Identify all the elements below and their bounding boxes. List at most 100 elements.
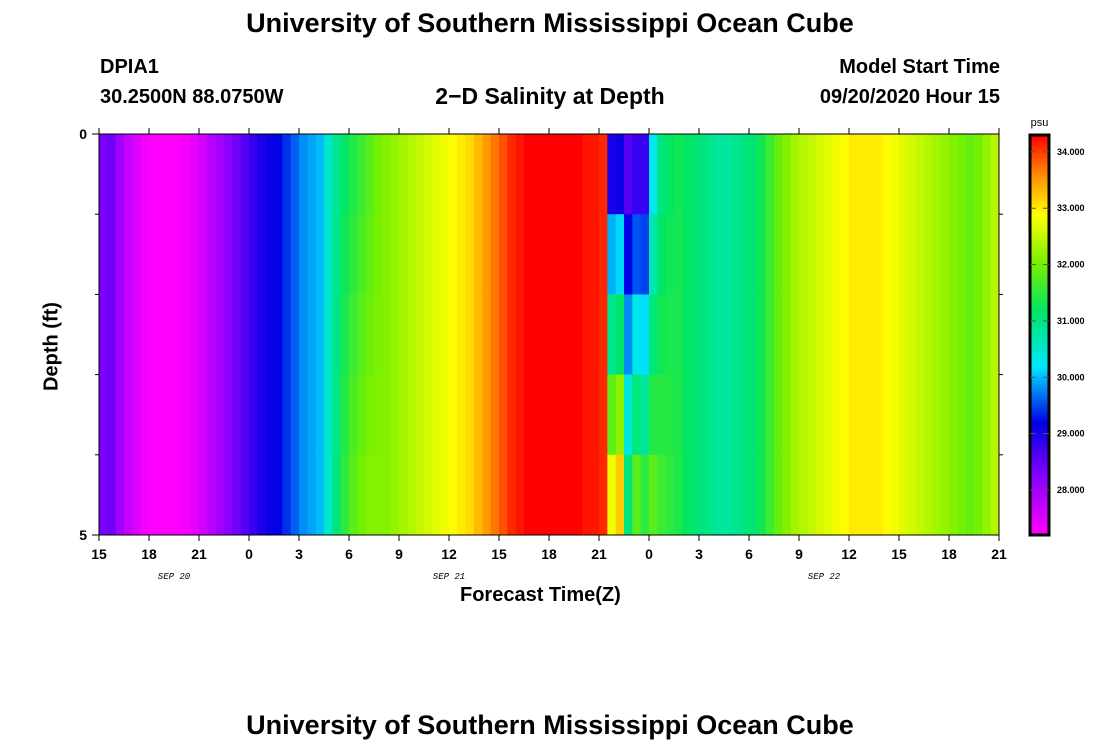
heatmap-cell: [515, 454, 525, 536]
heatmap-cell: [224, 294, 233, 375]
heatmap-cell: [507, 134, 517, 215]
heatmap-cell: [349, 134, 358, 215]
heatmap-cell: [582, 214, 592, 295]
heatmap-cell: [699, 214, 708, 295]
heatmap-cell: [832, 374, 842, 456]
heatmap-cell: [557, 294, 567, 375]
heatmap-cell: [215, 454, 225, 536]
heatmap-cell: [390, 214, 400, 295]
date-label: SEP 20: [158, 572, 191, 582]
heatmap-cell: [382, 374, 392, 456]
heatmap-cell: [557, 134, 567, 215]
heatmap-cell: [457, 374, 467, 456]
heatmap-cell: [599, 134, 608, 215]
heatmap-cell: [599, 294, 608, 375]
heatmap-cell: [740, 134, 750, 215]
heatmap-cell: [190, 454, 200, 536]
heatmap-cell: [307, 374, 317, 456]
colorbar-tick-label: 30.000: [1057, 372, 1085, 382]
heatmap-cell: [474, 374, 483, 456]
heatmap-cell: [465, 374, 475, 456]
heatmap-cell: [174, 134, 183, 215]
heatmap-cell: [932, 294, 942, 375]
heatmap-cell: [324, 214, 333, 295]
station-coordinates: 30.2500N 88.0750W: [100, 86, 284, 108]
heatmap-cell: [507, 214, 517, 295]
heatmap-cell: [782, 374, 792, 456]
heatmap-cell: [982, 454, 992, 536]
heatmap-cell: [932, 374, 942, 456]
x-tick-label: 18: [941, 546, 957, 562]
heatmap-cell: [524, 214, 533, 295]
heatmap-cell: [657, 214, 667, 295]
heatmap-cell: [865, 214, 875, 295]
x-tick-label: 6: [745, 546, 753, 562]
x-tick-label: 3: [695, 546, 703, 562]
heatmap-cell: [382, 214, 392, 295]
heatmap-cell: [207, 214, 217, 295]
heatmap-cell: [832, 294, 842, 375]
heatmap-cell: [157, 134, 167, 215]
heatmap-cell: [440, 374, 450, 456]
heatmap-cell: [140, 214, 150, 295]
heatmap-cell: [165, 374, 175, 456]
heatmap-cell: [315, 454, 325, 536]
heatmap-cell: [590, 134, 600, 215]
heatmap-cell: [240, 134, 250, 215]
heatmap-cell: [132, 214, 142, 295]
heatmap-cell: [257, 374, 267, 456]
heatmap-cell: [182, 374, 192, 456]
heatmap-cell: [599, 374, 608, 456]
heatmap-cell: [765, 134, 775, 215]
heatmap-cell: [974, 454, 983, 536]
heatmap-cell: [715, 134, 725, 215]
heatmap-cell: [349, 294, 358, 375]
colorbar-tick-label: 31.000: [1057, 316, 1085, 326]
heatmap-cell: [724, 134, 733, 215]
heatmap-cell: [332, 294, 342, 375]
heatmap-cell: [940, 214, 950, 295]
heatmap-cell: [690, 294, 700, 375]
heatmap-cell: [740, 214, 750, 295]
heatmap-cell: [965, 214, 975, 295]
heatmap-cell: [957, 134, 967, 215]
heatmap-cell: [715, 374, 725, 456]
heatmap-cell: [449, 454, 458, 536]
heatmap-cell: [215, 294, 225, 375]
heatmap-cell: [415, 214, 425, 295]
heatmap-cell: [124, 214, 133, 295]
heatmap-cell: [924, 214, 933, 295]
heatmap-cell: [257, 134, 267, 215]
colorbar-tick-label: 32.000: [1057, 260, 1085, 270]
heatmap-cell: [707, 454, 717, 536]
heatmap-cell: [140, 454, 150, 536]
x-tick-label: 21: [991, 546, 1007, 562]
heatmap-cell: [990, 454, 1000, 536]
heatmap-cell: [157, 454, 167, 536]
x-tick-label: 0: [645, 546, 653, 562]
heatmap-cell: [515, 134, 525, 215]
heatmap-cell: [290, 294, 300, 375]
heatmap-cell: [249, 134, 258, 215]
heatmap-cell: [799, 374, 808, 456]
colorbar-tick-label: 33.000: [1057, 203, 1085, 213]
date-label: SEP 22: [808, 572, 841, 582]
heatmap-cell: [632, 454, 642, 536]
heatmap-cell: [482, 374, 492, 456]
heatmap-cell: [649, 214, 658, 295]
heatmap-cell: [640, 214, 650, 295]
heatmap-cell: [907, 374, 917, 456]
heatmap-cell: [765, 294, 775, 375]
heatmap-cell: [424, 374, 433, 456]
heatmap-cell: [332, 374, 342, 456]
heatmap-cell: [374, 134, 383, 215]
heatmap-cell: [107, 214, 117, 295]
heatmap-cell: [757, 294, 767, 375]
heatmap-cell: [790, 134, 800, 215]
colorbar-unit: psu: [1031, 117, 1049, 129]
heatmap-cell: [457, 214, 467, 295]
heatmap-cell: [149, 374, 158, 456]
heatmap-cell: [182, 214, 192, 295]
heatmap-cell: [157, 294, 167, 375]
